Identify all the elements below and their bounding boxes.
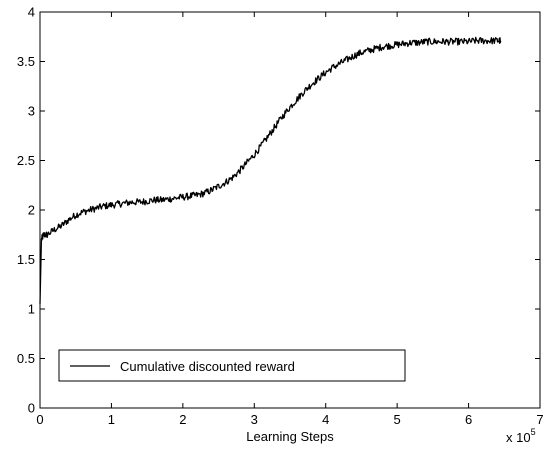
plot-layer: [39, 36, 502, 305]
legend: Cumulative discounted reward: [58, 349, 406, 382]
x-tick-label: 0: [36, 412, 43, 427]
y-tick-label: 0: [28, 401, 35, 416]
legend-box: [58, 349, 406, 382]
legend-entry-label: Cumulative discounted reward: [120, 359, 295, 374]
x-tick-label: 3: [251, 412, 258, 427]
y-tick-label: 2.5: [17, 153, 35, 168]
x-axis-multiplier-prefix: x 10: [506, 430, 531, 445]
x-tick-label: 7: [536, 412, 543, 427]
y-tick-label: 2: [28, 203, 35, 218]
x-tick-label: 6: [465, 412, 472, 427]
y-tick-label: 3: [28, 104, 35, 119]
x-tick-label: 2: [179, 412, 186, 427]
x-axis-multiplier-exponent: 5: [531, 427, 536, 437]
y-tick-label: 4: [28, 5, 35, 20]
y-tick-label: 1: [28, 302, 35, 317]
y-tick-label: 1.5: [17, 252, 35, 267]
y-tick-label: 3.5: [17, 54, 35, 69]
series-line-cumulative-discounted-reward: [39, 36, 502, 305]
ticks-layer: 0 1 2 3 4 5 6 7 0 0.5 1 1.5 2 2.5 3 3.5 4: [17, 5, 544, 428]
x-tick-label: 1: [108, 412, 115, 427]
x-tick-label: 5: [394, 412, 401, 427]
y-tick-label: 0.5: [17, 351, 35, 366]
x-axis-label: Learning Steps: [246, 429, 334, 444]
x-axis-multiplier: x 105: [506, 427, 536, 445]
x-tick-label: 4: [322, 412, 329, 427]
